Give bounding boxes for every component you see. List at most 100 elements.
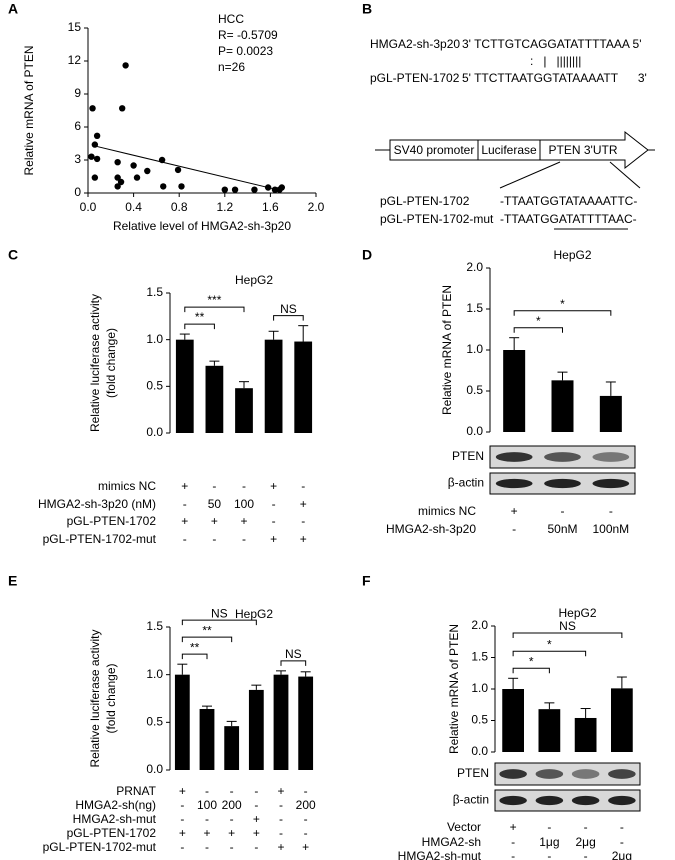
significance-bracket xyxy=(273,315,304,321)
panel-label: C xyxy=(8,247,18,263)
condition-value: - xyxy=(609,504,613,518)
condition-value: - xyxy=(180,840,184,854)
condition-value: + xyxy=(240,514,247,528)
y-axis-label: (fold change) xyxy=(104,663,118,733)
condition-value: - xyxy=(584,849,588,860)
condition-value: - xyxy=(254,798,258,812)
x-tick-label: 1.6 xyxy=(262,200,279,214)
sequence: 3' TCTTGTCAGGATATTTTAAA 5' xyxy=(462,37,641,51)
y-tick-label: 0.5 xyxy=(466,383,483,397)
significance-bracket xyxy=(513,327,563,333)
point xyxy=(251,186,258,193)
condition-value: - xyxy=(511,835,515,849)
blot-band xyxy=(592,478,630,489)
point xyxy=(91,174,99,181)
x-tick-label: 2.0 xyxy=(308,200,325,214)
point xyxy=(133,174,141,181)
y-axis-label: Relative luciferase activity xyxy=(88,629,102,767)
condition-value: - xyxy=(254,784,258,798)
condition-value: + xyxy=(510,820,517,834)
point xyxy=(271,186,279,193)
bar xyxy=(502,689,524,752)
y-tick-label: 0 xyxy=(74,185,81,199)
point xyxy=(130,162,137,169)
significance-label: * xyxy=(560,297,565,311)
y-tick-label: 1.5 xyxy=(146,619,163,633)
condition-value: 100 xyxy=(197,798,217,812)
panel-label: A xyxy=(8,1,18,17)
chart-title: HepG2 xyxy=(558,606,596,620)
condition-label: PRNAT xyxy=(116,784,156,798)
y-tick-label: 0.5 xyxy=(146,715,163,729)
y-tick-label: 9 xyxy=(74,86,81,100)
significance-bracket xyxy=(512,632,623,639)
significance-label: NS xyxy=(559,619,576,633)
blot-label: β-actin xyxy=(453,793,489,807)
x-tick-label: 0.4 xyxy=(125,200,142,214)
condition-value: + xyxy=(300,497,307,511)
sequence-label: pGL-PTEN-1702-mut xyxy=(380,212,494,226)
condition-value: + xyxy=(253,812,260,826)
y-tick-label: 0.0 xyxy=(146,762,163,776)
condition-value: - xyxy=(205,840,209,854)
condition-value: 200 xyxy=(222,798,242,812)
point xyxy=(93,155,101,163)
blot-band xyxy=(535,795,564,806)
condition-value: - xyxy=(183,497,187,511)
condition-value: - xyxy=(301,514,305,528)
construct-part: PTEN 3'UTR xyxy=(549,143,618,157)
y-tick-label: 2.0 xyxy=(466,260,483,274)
zoom-line xyxy=(609,161,641,189)
point xyxy=(122,62,129,69)
bar xyxy=(294,341,313,433)
condition-value: + xyxy=(228,826,235,840)
condition-value: + xyxy=(211,514,218,528)
fit-line xyxy=(93,145,282,192)
y-axis-label: Relative mRNA of PTEN xyxy=(440,285,454,415)
condition-value: + xyxy=(302,840,309,854)
y-tick-label: 0.0 xyxy=(471,744,488,758)
condition-value: - xyxy=(205,812,209,826)
sequence-label: HMGA2-sh-3p20 xyxy=(370,37,460,51)
annotation: HCC xyxy=(218,12,244,26)
condition-value: - xyxy=(180,798,184,812)
condition-value: - xyxy=(279,812,283,826)
condition-value: - xyxy=(547,820,551,834)
blot-label: β-actin xyxy=(448,476,484,490)
condition-value: - xyxy=(304,812,308,826)
y-tick-label: 1.0 xyxy=(466,342,483,356)
significance-bracket xyxy=(184,306,245,313)
y-axis-label: Relative mRNA of PTEN xyxy=(22,45,36,175)
condition-label: pGL-PTEN-1702-mut xyxy=(43,840,157,854)
blot-band xyxy=(544,452,581,462)
x-tick-label: 0.0 xyxy=(80,200,97,214)
bar xyxy=(199,708,215,770)
condition-value: - xyxy=(547,849,551,860)
utr-arrow xyxy=(539,130,649,170)
significance-label: * xyxy=(547,637,552,651)
blot-band xyxy=(592,452,630,462)
significance-label: NS xyxy=(211,606,228,620)
condition-value: - xyxy=(230,784,234,798)
bar xyxy=(205,365,224,433)
blot-band xyxy=(544,478,581,489)
condition-value: - xyxy=(212,479,216,493)
point xyxy=(231,186,239,193)
y-tick-label: 12 xyxy=(68,53,82,67)
blot-label: PTEN xyxy=(457,766,489,780)
condition-value: - xyxy=(512,522,516,536)
x-axis-label: Relative level of HMGA2-sh-3p20 xyxy=(113,219,291,233)
condition-value: + xyxy=(203,826,210,840)
y-tick-label: 0.5 xyxy=(471,713,488,727)
y-tick-label: 1.0 xyxy=(146,667,163,681)
condition-label: pGL-PTEN-1702 xyxy=(67,826,157,840)
condition-value: - xyxy=(620,835,624,849)
bar xyxy=(175,339,194,433)
significance-label: ** xyxy=(195,310,205,324)
condition-value: - xyxy=(272,514,276,528)
panel-label: D xyxy=(362,247,372,263)
chart-title: HepG2 xyxy=(235,607,273,621)
condition-value: - xyxy=(620,820,624,834)
condition-value: - xyxy=(279,826,283,840)
